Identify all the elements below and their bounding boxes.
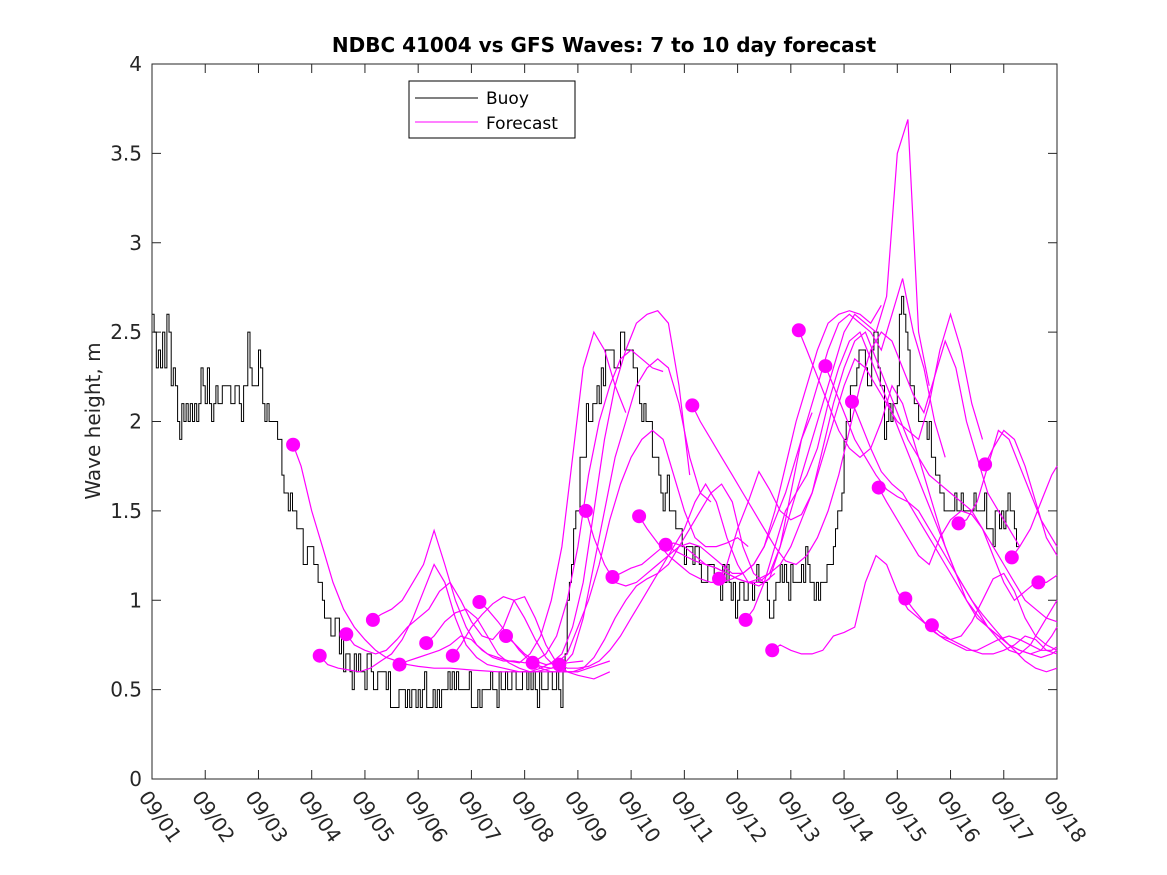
y-tick-label: 2.5 [110, 320, 142, 344]
forecast-series-line [505, 429, 749, 666]
forecast-series-line [958, 429, 1058, 547]
forecast-marker [845, 394, 859, 409]
y-tick-label: 3 [129, 231, 142, 255]
forecast-marker [951, 516, 966, 531]
legend-forecast-label: Forecast [486, 114, 558, 134]
forecast-series-line [931, 572, 1058, 651]
forecast-series-line [372, 330, 627, 664]
forecast-marker [738, 612, 753, 627]
forecast-marker [685, 398, 700, 413]
forecast-series-line [984, 429, 1058, 556]
forecast-marker [898, 591, 913, 606]
forecast-marker [1004, 550, 1019, 565]
y-tick-label: 4 [129, 52, 142, 76]
forecast-marker [632, 509, 647, 524]
forecast-marker [818, 359, 833, 374]
forecast-marker [286, 437, 301, 452]
forecast-series-line [1011, 465, 1058, 558]
forecast-series-line [851, 401, 1058, 659]
y-axis-label: Wave height, m [81, 342, 105, 499]
forecast-marker [499, 629, 513, 643]
forecast-series-line [292, 444, 578, 673]
forecast-series-line [665, 312, 984, 584]
forecast-marker [924, 618, 939, 633]
forecast-marker [791, 323, 806, 338]
forecast-marker [339, 627, 354, 642]
y-tick-label: 2 [129, 410, 142, 434]
y-tick-label: 1.5 [110, 499, 142, 523]
forecast-marker [1031, 575, 1046, 590]
y-tick-label: 0.5 [110, 678, 142, 702]
forecast-marker [312, 648, 327, 663]
forecast-marker [578, 503, 593, 518]
forecast-series-line [319, 563, 584, 673]
legend-buoy-label: Buoy [486, 89, 529, 109]
forecast-marker [419, 636, 434, 651]
forecast-series-line [878, 487, 1058, 623]
y-tick-label: 0 [129, 767, 142, 791]
forecast-series-line [452, 596, 610, 673]
forecast-marker [445, 648, 460, 663]
forecast-marker [525, 655, 540, 670]
forecast-marker [712, 571, 726, 586]
forecast-marker [871, 480, 886, 495]
forecast-marker [552, 657, 567, 672]
forecast-marker [658, 537, 673, 552]
forecast-marker [605, 570, 620, 584]
forecast-series-line [585, 304, 882, 587]
chart-title: NDBC 41004 vs GFS Waves: 7 to 10 day for… [332, 33, 877, 57]
forecast-series-line [532, 483, 776, 673]
forecast-marker [392, 657, 407, 672]
y-tick-label: 1 [129, 588, 142, 612]
y-tick-label: 3.5 [110, 141, 142, 165]
forecast-marker [765, 643, 780, 658]
forecast-series-line [559, 412, 813, 669]
forecast-marker [978, 457, 993, 472]
forecast-series-line [824, 365, 1058, 673]
legend: Buoy Forecast [408, 80, 576, 139]
forecast-series-line [771, 554, 1058, 655]
forecast-marker [472, 595, 487, 609]
forecast-marker [365, 612, 380, 627]
buoy-series-line [152, 295, 1019, 708]
forecast-series-line [638, 278, 946, 584]
legend-box [408, 80, 576, 139]
